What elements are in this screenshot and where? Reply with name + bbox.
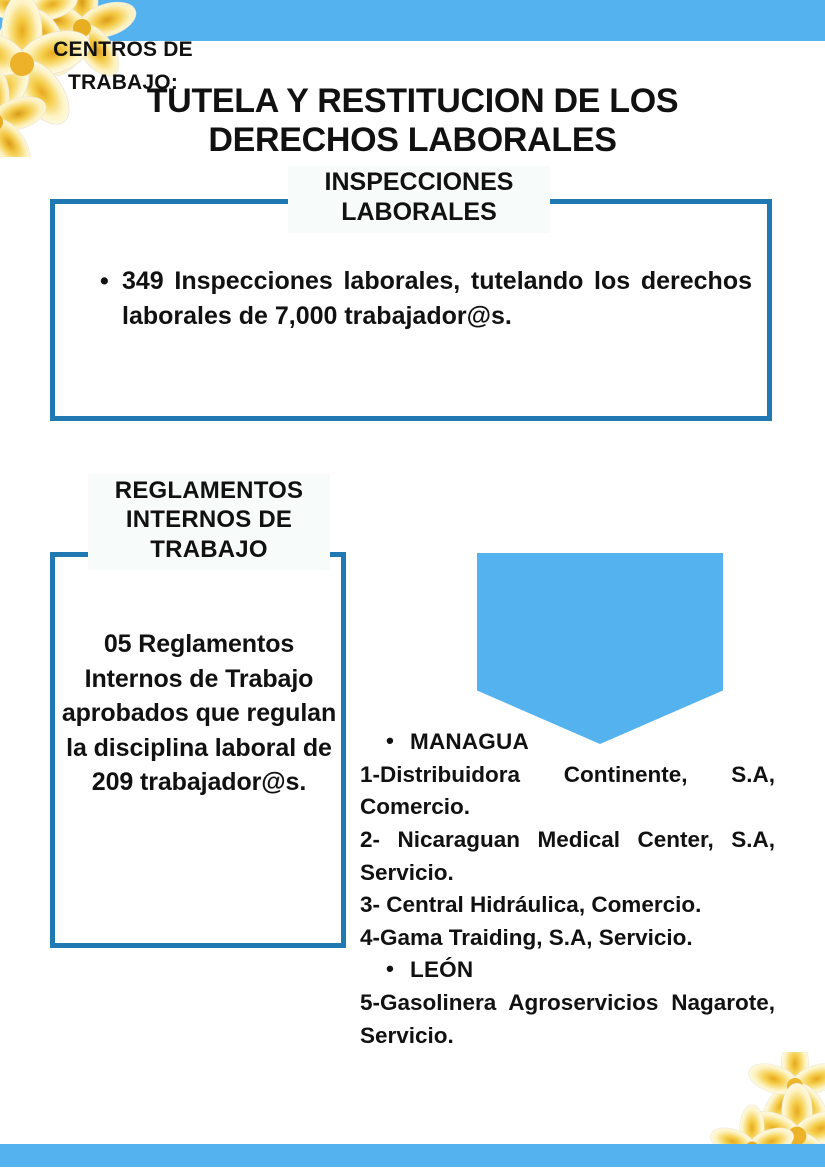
inspecciones-heading-line-2: LABORALES [341, 197, 497, 226]
bullet-icon: • [100, 267, 109, 295]
inspecciones-body: • 349 Inspecciones laborales, tutelando … [92, 264, 752, 334]
top-decorative-bar [0, 0, 825, 41]
page-title: TUTELA Y RESTITUCION DE LOS DERECHOS LAB… [60, 82, 765, 160]
inspecciones-bullet-item: • 349 Inspecciones laborales, tutelando … [92, 264, 752, 334]
centros-de-trabajo-banner-label: CENTROS DE TRABAJO: [0, 34, 246, 99]
banner-line-2: TRABAJO: [67, 70, 179, 94]
list-item: 1-Distribuidora Continente, S.A, Comerci… [360, 761, 775, 820]
list-item: 5-Gasolinera Agroservicios Nagarote, Ser… [360, 990, 775, 1048]
reglamentos-panel [50, 552, 346, 948]
list-item: 2- Nicaraguan Medical Center, S.A, Servi… [360, 826, 775, 885]
inspecciones-heading-line-1: INSPECCIONES [324, 168, 514, 196]
reglamentos-heading-line-2: INTERNOS DE [125, 506, 293, 534]
list-item: 4-Gama Traiding, S.A, Servicio. [360, 924, 693, 950]
city-label: LEÓN [410, 957, 474, 983]
centros-city-managua: • MANAGUA [360, 726, 775, 759]
bullet-icon: • [386, 728, 395, 753]
centros-de-trabajo-banner [477, 553, 723, 744]
reglamentos-body-text: 05 Reglamentos Internos de Trabajo aprob… [61, 630, 337, 796]
inspecciones-body-text: 349 Inspecciones laborales, tutelando lo… [122, 267, 752, 330]
centros-de-trabajo-list: • MANAGUA 1-Distribuidora Continente, S.… [360, 726, 775, 1052]
bullet-icon: • [386, 956, 395, 982]
banner-line-1: CENTROS DE [53, 38, 193, 61]
city-label: MANAGUA [410, 729, 529, 754]
reglamentos-heading: REGLAMENTOS INTERNOS DE TRABAJO [88, 474, 330, 570]
page-title-line-2: DERECHOS LABORALES [208, 120, 617, 159]
centros-city-leon: • LEÓN [360, 954, 775, 987]
list-item: 3- Central Hidráulica, Comercio. [360, 892, 702, 918]
reglamentos-heading-line-3: TRABAJO [150, 535, 268, 563]
bottom-decorative-bar [0, 1144, 825, 1167]
inspecciones-heading: INSPECCIONES LABORALES [288, 166, 550, 233]
reglamentos-heading-line-1: REGLAMENTOS [114, 477, 304, 504]
page-title-line-1: TUTELA Y RESTITUCION DE LOS [146, 82, 679, 120]
